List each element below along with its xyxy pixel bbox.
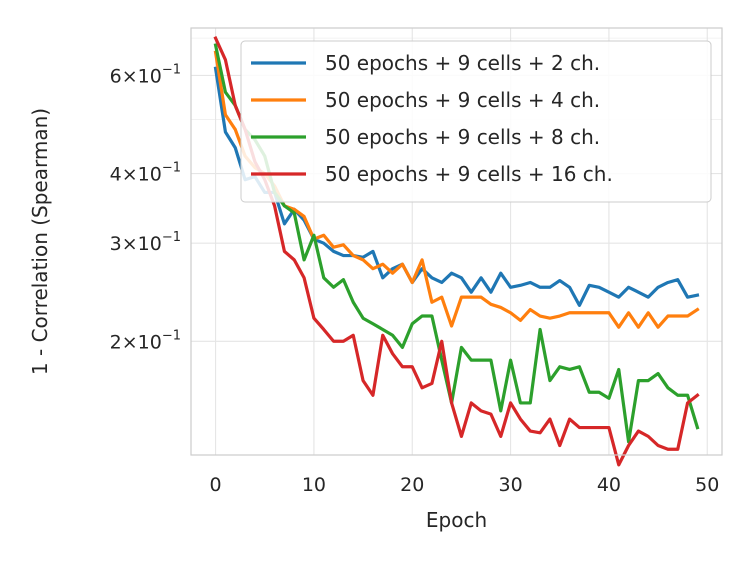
y-axis-label: 1 - Correlation (Spearman)	[28, 108, 52, 375]
y-tick-label: 6×10−1	[110, 62, 181, 87]
series-layer	[213, 36, 700, 467]
series-line-3	[213, 43, 700, 444]
plot-border	[190, 27, 723, 456]
legend-label-4: 50 epochs + 9 cells + 16 ch.	[325, 162, 613, 186]
x-tick-label: 40	[597, 474, 621, 496]
series-line-4	[213, 36, 700, 467]
series-line-2	[213, 50, 700, 329]
x-tick-label: 0	[210, 474, 222, 496]
y-axis-ticks: 2×10−1 3×10−1 4×10−1 6×10−1	[110, 62, 181, 353]
y-tick-label: 2×10−1	[110, 328, 181, 353]
x-axis-ticks: 0 10 20 30 40 50	[210, 474, 720, 496]
y-tick-label: 3×10−1	[110, 230, 181, 255]
x-axis-label: Epoch	[426, 508, 487, 532]
x-tick-label: 30	[498, 474, 522, 496]
legend-label-2: 50 epochs + 9 cells + 4 ch.	[325, 88, 600, 112]
legend-label-3: 50 epochs + 9 cells + 8 ch.	[325, 125, 600, 149]
x-tick-label: 50	[695, 474, 719, 496]
x-tick-label: 20	[400, 474, 424, 496]
y-tick-label: 4×10−1	[110, 161, 181, 186]
x-tick-label: 10	[302, 474, 326, 496]
legend: 50 epochs + 9 cells + 2 ch. 50 epochs + 9…	[240, 40, 712, 203]
legend-label-1: 50 epochs + 9 cells + 2 ch.	[325, 51, 600, 75]
legend-box	[240, 40, 712, 203]
